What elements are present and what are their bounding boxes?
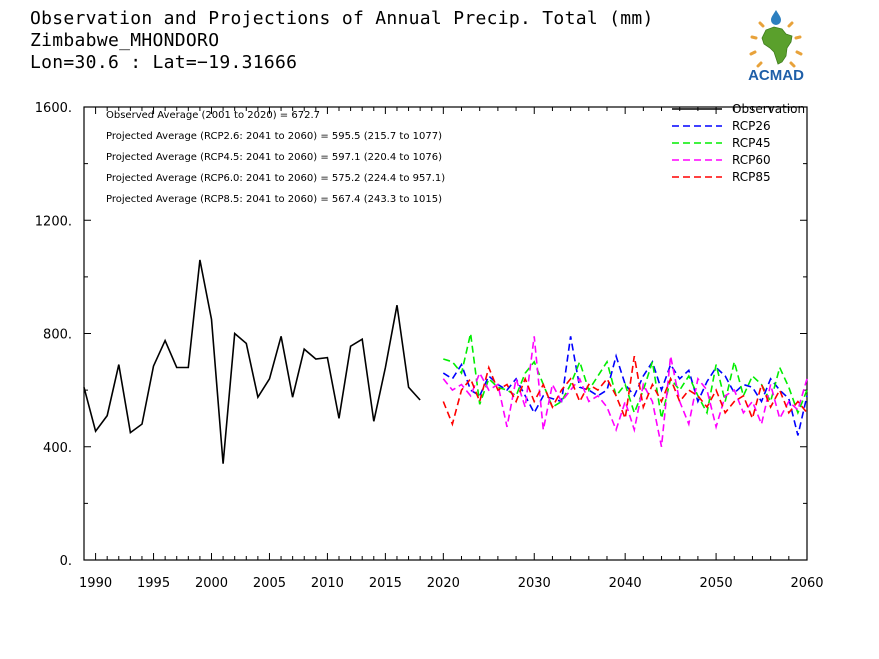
y-tick-label: 800.: [43, 328, 72, 343]
x-tick-label: 2010: [311, 576, 344, 591]
x-tick-label: 2020: [427, 576, 460, 591]
legend-label-rcp85: RCP85: [732, 170, 771, 184]
y-tick-label: 0.: [60, 554, 72, 569]
series-line-rcp45: [443, 333, 808, 419]
x-tick-label: 2005: [253, 576, 286, 591]
stats-annotation: Projected Average (RCP6.0: 2041 to 2060)…: [106, 173, 445, 184]
y-tick-label: 400.: [43, 441, 72, 456]
x-tick-label: 2000: [195, 576, 228, 591]
stats-annotation: Projected Average (RCP8.5: 2041 to 2060)…: [106, 194, 442, 205]
station-coordinates: Lon=30.6 : Lat=−19.31666: [30, 52, 298, 73]
stats-annotation: Projected Average (RCP4.5: 2041 to 2060)…: [106, 152, 442, 163]
y-tick-label: 1600.: [35, 101, 72, 116]
x-tick-label: 2050: [700, 576, 733, 591]
x-tick-label: 2015: [369, 576, 402, 591]
station-name: Zimbabwe_MHONDORO: [30, 30, 220, 51]
stats-annotation: Observed Average (2001 to 2020) = 672.7: [106, 110, 320, 121]
legend-label-observation: Observation: [732, 102, 805, 116]
legend-label-rcp26: RCP26: [732, 119, 771, 133]
legend-label-rcp45: RCP45: [732, 136, 771, 150]
acmad-logo: ACMAD: [748, 10, 804, 84]
series-layer: [83, 259, 808, 464]
legend-label-rcp60: RCP60: [732, 153, 771, 167]
series-line-observation: [83, 259, 421, 464]
annotation-layer: Observed Average (2001 to 2020) = 672.7 P…: [106, 110, 445, 205]
series-line-rcp26: [442, 336, 808, 436]
water-drop-icon: [771, 10, 781, 25]
legend: Observation RCP26 RCP45 RCP60 RCP85: [672, 102, 805, 184]
y-tick-label: 1200.: [35, 214, 72, 229]
x-axis: 1990 1995 2000 2005 2010 2015 2020 2030 2040 2050…: [79, 107, 824, 591]
x-tick-label: 1990: [79, 576, 112, 591]
y-axis: 0. 400. 800. 1200. 1600.: [35, 101, 807, 569]
x-tick-label: 2060: [790, 576, 823, 591]
africa-map-icon: [761, 26, 793, 65]
chart-title: Observation and Projections of Annual Pr…: [30, 8, 654, 29]
series-line-rcp85: [442, 355, 808, 427]
series-line-rcp60: [442, 336, 808, 447]
x-tick-label: 1995: [137, 576, 170, 591]
chart-title-block: Observation and Projections of Annual Pr…: [30, 8, 654, 74]
x-tick-label: 2040: [609, 576, 642, 591]
logo-text: ACMAD: [748, 67, 804, 84]
stats-annotation: Projected Average (RCP2.6: 2041 to 2060)…: [106, 131, 442, 142]
x-tick-label: 2030: [518, 576, 551, 591]
sun-rays-icon: [749, 16, 803, 68]
